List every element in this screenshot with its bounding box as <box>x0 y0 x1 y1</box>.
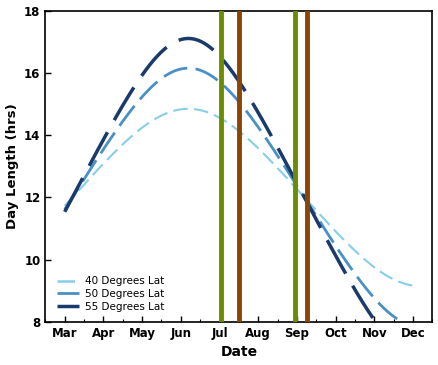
Y-axis label: Day Length (hrs): Day Length (hrs) <box>6 103 18 229</box>
Legend: 40 Degrees Lat, 50 Degrees Lat, 55 Degrees Lat: 40 Degrees Lat, 50 Degrees Lat, 55 Degre… <box>54 274 166 314</box>
X-axis label: Date: Date <box>220 345 258 360</box>
